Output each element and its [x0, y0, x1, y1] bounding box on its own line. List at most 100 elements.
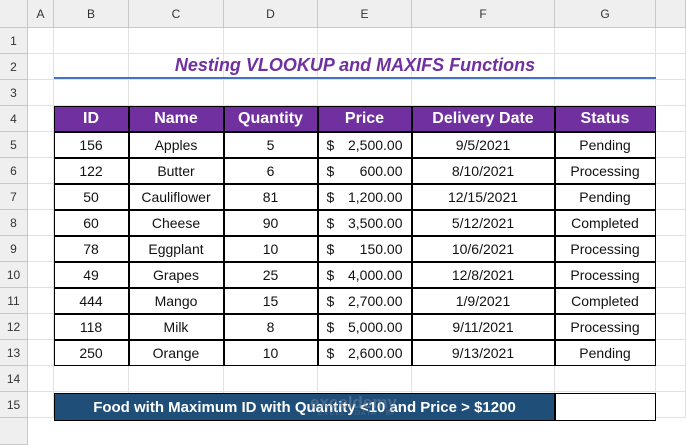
- grid-cell: [28, 28, 54, 54]
- table-header: Name: [128, 105, 224, 132]
- row-header[interactable]: 1: [0, 28, 28, 54]
- grid-cell: [318, 80, 412, 106]
- grid-cell: [656, 366, 686, 392]
- column-header[interactable]: A: [28, 0, 54, 28]
- column-header[interactable]: B: [54, 0, 129, 28]
- row-header[interactable]: 5: [0, 132, 28, 158]
- grid-cell: [28, 54, 54, 80]
- column-header[interactable]: F: [412, 0, 555, 28]
- cell-status: Processing: [554, 313, 656, 340]
- cell-id: 60: [53, 209, 129, 236]
- grid-cell: [224, 28, 318, 54]
- grid-cell: [656, 106, 686, 132]
- cell-name: Cauliflower: [128, 183, 224, 210]
- grid-cell: [28, 392, 54, 418]
- cell-quantity: 15: [223, 287, 318, 314]
- grid-cell: [129, 28, 224, 54]
- currency-symbol: $: [326, 240, 335, 257]
- column-header[interactable]: G: [555, 0, 656, 28]
- grid-cell: [129, 54, 224, 80]
- cell-date: 10/6/2021: [411, 235, 555, 262]
- row-header[interactable]: 10: [0, 262, 28, 288]
- cell-id: 250: [53, 339, 129, 366]
- table-header: ID: [53, 105, 129, 132]
- grid-cell: [318, 28, 412, 54]
- table-header: Quantity: [223, 105, 318, 132]
- row-header[interactable]: 8: [0, 210, 28, 236]
- price-amount: 1,200.00: [348, 188, 403, 205]
- grid-cell: [656, 28, 686, 54]
- grid-cell: [656, 262, 686, 288]
- currency-symbol: $: [326, 136, 335, 153]
- grid-cell: [54, 54, 129, 80]
- grid-cell: [28, 210, 54, 236]
- grid-cell: [656, 392, 686, 418]
- price-amount: 600.00: [359, 162, 403, 179]
- column-header[interactable]: D: [224, 0, 318, 28]
- cell-id: 50: [53, 183, 129, 210]
- price-amount: 5,000.00: [348, 318, 403, 335]
- currency-symbol: $: [326, 318, 335, 335]
- grid-cell: [656, 184, 686, 210]
- cell-date: 12/8/2021: [411, 261, 555, 288]
- title-underline: [54, 77, 656, 79]
- cell-id: 78: [53, 235, 129, 262]
- cell-status: Processing: [554, 261, 656, 288]
- cell-id: 444: [53, 287, 129, 314]
- grid-cell: [28, 366, 54, 392]
- row-header[interactable]: 15: [0, 392, 28, 418]
- grid-cell: [656, 132, 686, 158]
- grid-cell: [656, 340, 686, 366]
- row-header[interactable]: 11: [0, 288, 28, 314]
- row-header[interactable]: 12: [0, 314, 28, 340]
- price-amount: 4,000.00: [348, 266, 403, 283]
- grid-cell: [318, 366, 412, 392]
- table-header: Delivery Date: [411, 105, 555, 132]
- row-header[interactable]: 4: [0, 106, 28, 132]
- row-header[interactable]: 3: [0, 80, 28, 106]
- cell-date: 1/9/2021: [411, 287, 555, 314]
- row-header[interactable]: 2: [0, 54, 28, 80]
- grid-cell: [656, 314, 686, 340]
- cell-quantity: 8: [223, 313, 318, 340]
- cell-quantity: 81: [223, 183, 318, 210]
- currency-symbol: $: [326, 266, 335, 283]
- currency-symbol: $: [326, 214, 335, 231]
- grid-cell: [656, 236, 686, 262]
- row-header[interactable]: 7: [0, 184, 28, 210]
- column-header: [656, 0, 686, 28]
- grid-cell: [555, 80, 656, 106]
- grid-cell: [555, 28, 656, 54]
- row-header[interactable]: 6: [0, 158, 28, 184]
- result-cell[interactable]: [555, 393, 656, 421]
- grid-cell: [555, 366, 656, 392]
- grid-cell: [656, 158, 686, 184]
- grid-cell: [224, 54, 318, 80]
- grid-cell: [555, 340, 656, 366]
- grid-cell: [28, 106, 54, 132]
- cell-name: Eggplant: [128, 235, 224, 262]
- cell-name: Grapes: [128, 261, 224, 288]
- row-header[interactable]: 14: [0, 366, 28, 392]
- cell-name: Butter: [128, 157, 224, 184]
- cell-date: 8/10/2021: [411, 157, 555, 184]
- grid-cell: [412, 54, 555, 80]
- row-header[interactable]: 13: [0, 340, 28, 366]
- row-header[interactable]: 9: [0, 236, 28, 262]
- grid-cell: [54, 80, 129, 106]
- cell-price: $600.00: [317, 157, 412, 184]
- grid-cell: [28, 158, 54, 184]
- grid-cell: [28, 314, 54, 340]
- corner: [0, 0, 28, 28]
- cell-status: Pending: [554, 131, 656, 158]
- table-header: Price: [317, 105, 412, 132]
- price-amount: 2,600.00: [348, 344, 403, 361]
- column-header[interactable]: C: [129, 0, 224, 28]
- cell-status: Processing: [554, 157, 656, 184]
- column-header[interactable]: E: [318, 0, 412, 28]
- cell-name: Orange: [128, 339, 224, 366]
- cell-status: Pending: [554, 339, 656, 366]
- cell-quantity: 5: [223, 131, 318, 158]
- cell-date: 9/13/2021: [411, 339, 555, 366]
